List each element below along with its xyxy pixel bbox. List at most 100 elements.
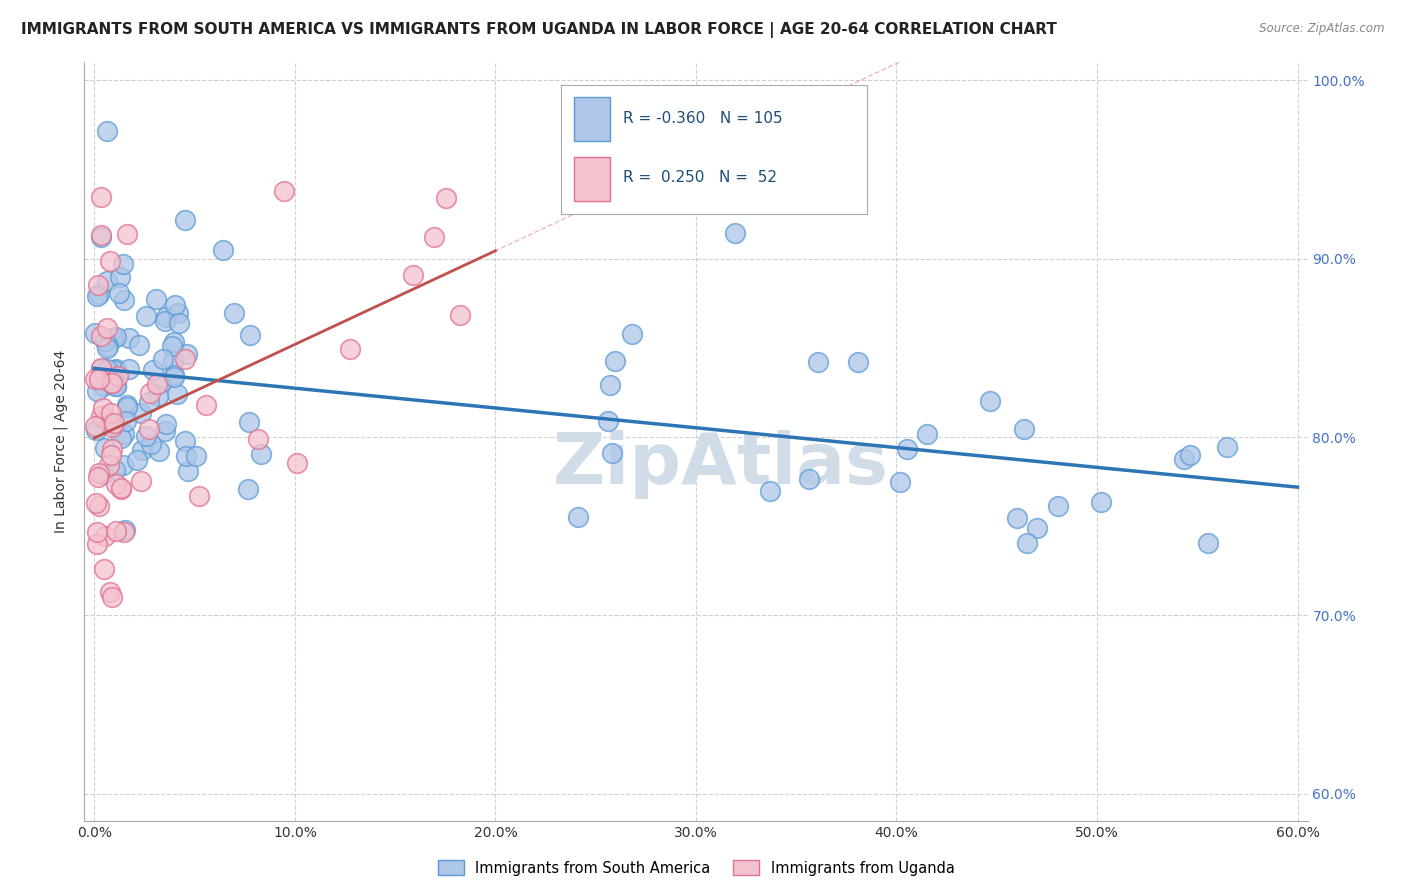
Point [115,414,138,428]
Point [96,123,118,137]
Point [174,434,197,448]
Point [846,355,869,369]
Point [115,398,138,412]
Point [96,341,118,355]
Point [110,481,132,495]
Point [169,317,191,331]
Point [112,525,135,540]
Point [979,394,1001,409]
Point [1017,536,1039,550]
Point [87,277,110,292]
Point [1046,499,1069,513]
Point [139,385,162,400]
Point [103,363,125,377]
Point [112,293,135,307]
Point [110,431,132,445]
Point [101,420,124,434]
Point [90,362,112,376]
Point [104,379,127,393]
Point [129,474,152,488]
Point [100,376,122,390]
Point [90,230,112,244]
Point [188,490,211,504]
Point [100,448,122,462]
Point [112,426,135,441]
Point [86,537,108,551]
Point [90,360,112,375]
Point [108,286,131,301]
Point [84,423,107,437]
Point [167,306,190,320]
Point [101,376,124,391]
Point [1216,440,1239,454]
Point [117,331,139,345]
Legend: Immigrants from South America, Immigrants from Uganda: Immigrants from South America, Immigrant… [432,855,960,881]
Point [100,416,122,430]
Point [1173,452,1195,467]
Point [602,446,624,460]
Point [1178,448,1201,462]
Point [84,495,107,509]
Point [104,379,127,393]
Point [211,244,233,258]
Point [155,417,177,432]
Point [103,331,125,345]
Point [176,347,198,361]
Point [759,483,782,498]
Point [339,343,361,357]
Point [90,189,112,203]
Text: Source: ZipAtlas.com: Source: ZipAtlas.com [1260,22,1385,36]
Point [239,328,262,343]
Point [98,253,121,268]
Point [93,561,115,575]
Point [101,591,124,605]
Point [621,327,644,342]
Point [155,310,177,325]
Point [141,437,163,451]
Point [93,413,115,427]
Point [236,482,259,496]
Point [148,444,170,458]
Point [889,475,911,489]
Point [84,418,107,433]
Point [250,447,273,461]
Y-axis label: In Labor Force | Age 20-64: In Labor Force | Age 20-64 [53,350,69,533]
Point [434,191,457,205]
Point [93,379,115,393]
Point [174,212,197,227]
Point [138,422,160,436]
Point [93,441,115,455]
Point [104,524,127,538]
Point [117,362,139,376]
Point [104,362,127,376]
Point [115,401,138,415]
Point [915,427,938,442]
Point [165,298,187,312]
Point [105,476,128,491]
Point [153,425,176,439]
Point [103,416,125,430]
Point [224,306,246,320]
Point [96,321,118,335]
Point [94,411,117,425]
Point [142,363,165,377]
Point [83,372,105,386]
Point [89,466,111,480]
Point [104,330,127,344]
Point [125,453,148,467]
Point [131,442,153,457]
Point [110,483,132,497]
Point [1026,521,1049,535]
Point [83,326,105,340]
Point [86,525,108,540]
Point [146,377,169,392]
Point [797,472,820,486]
Point [153,313,176,327]
Point [807,355,830,369]
Point [96,362,118,376]
Point [724,226,747,240]
Point [162,354,184,368]
Point [423,230,446,244]
Point [177,464,200,478]
Point [145,292,167,306]
